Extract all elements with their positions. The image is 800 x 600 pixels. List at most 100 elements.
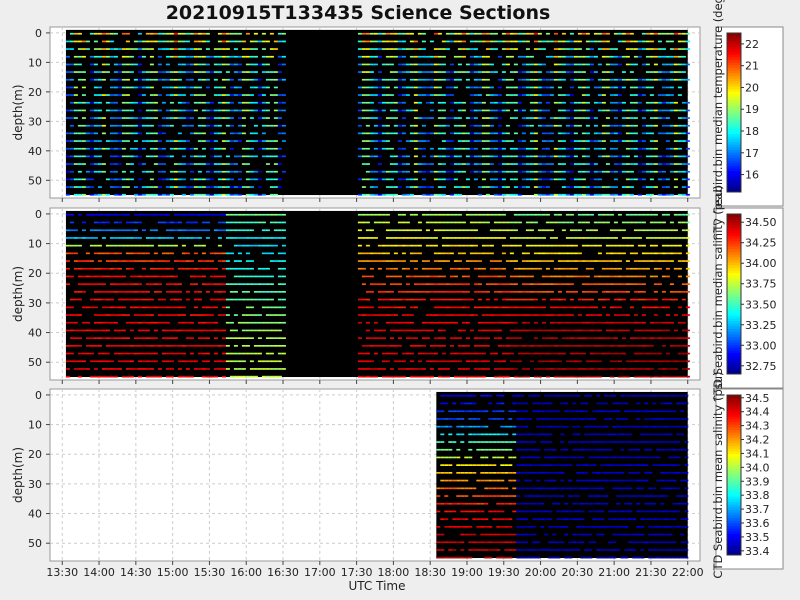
heatmap-cell: [141, 314, 146, 316]
heatmap-cell: [645, 63, 650, 66]
heatmap-cell: [357, 48, 362, 50]
heatmap-cell: [129, 117, 134, 119]
colorbar-swatch: [727, 75, 741, 79]
heatmap-cell: [641, 94, 646, 96]
heatmap-cell: [169, 186, 174, 188]
heatmap-cell: [253, 48, 258, 50]
heatmap-cell: [589, 267, 594, 270]
heatmap-cell: [669, 321, 674, 324]
heatmap-cell: [269, 124, 274, 127]
heatmap-cell: [117, 109, 122, 112]
heatmap-cell: [273, 375, 278, 378]
heatmap-cell: [485, 186, 490, 188]
heatmap-cell: [513, 291, 518, 293]
heatmap-cell: [165, 321, 170, 324]
heatmap-cell: [253, 237, 258, 239]
heatmap-cell: [433, 213, 438, 216]
heatmap-cell: [113, 345, 118, 347]
heatmap-cell: [265, 291, 270, 293]
heatmap-cell: [269, 78, 274, 81]
heatmap-cell: [617, 298, 622, 301]
heatmap-cell: [445, 368, 450, 370]
heatmap-cell: [125, 213, 130, 216]
heatmap-cell: [493, 298, 498, 301]
heatmap-cell: [73, 109, 78, 112]
heatmap-cell: [461, 275, 466, 278]
heatmap-cell: [537, 170, 542, 173]
heatmap-cell: [545, 314, 550, 316]
heatmap-cell: [549, 170, 554, 173]
heatmap-cell: [405, 63, 410, 66]
heatmap-cell: [677, 94, 682, 96]
heatmap-cell: [629, 109, 634, 112]
colorbar-swatch: [727, 54, 741, 58]
heatmap-cell: [277, 283, 282, 285]
heatmap-cell: [85, 267, 90, 270]
heatmap-cell: [577, 117, 582, 119]
heatmap-cell: [393, 155, 398, 158]
heatmap-cell: [665, 32, 670, 35]
heatmap-cell: [77, 71, 82, 73]
heatmap-cell: [269, 55, 274, 58]
heatmap-cell: [209, 193, 214, 196]
heatmap-cell: [93, 237, 98, 239]
heatmap-cell: [429, 155, 434, 158]
heatmap-cell: [489, 40, 494, 43]
heatmap-cell: [217, 40, 222, 43]
heatmap-cell: [561, 252, 566, 255]
heatmap-cell: [413, 244, 418, 247]
heatmap-cell: [569, 267, 574, 270]
heatmap-cell: [541, 170, 546, 173]
heatmap-cell: [197, 132, 202, 135]
heatmap-cell: [449, 221, 454, 224]
heatmap-cell: [97, 213, 102, 216]
heatmap-cell: [149, 360, 154, 363]
heatmap-cell: [441, 55, 446, 58]
heatmap-cell: [189, 221, 194, 224]
heatmap-cell: [449, 71, 454, 73]
heatmap-cell: [205, 314, 210, 316]
heatmap-cell: [537, 124, 542, 127]
heatmap-cell: [169, 40, 174, 43]
heatmap-cell: [433, 345, 438, 347]
heatmap-cell: [469, 124, 474, 127]
heatmap-cell: [617, 94, 622, 96]
heatmap-cell: [161, 178, 166, 181]
heatmap-cell: [529, 314, 534, 316]
heatmap-cell: [389, 329, 394, 332]
heatmap-cell: [393, 252, 398, 255]
heatmap-cell: [625, 78, 630, 81]
heatmap-cell: [533, 306, 538, 309]
heatmap-cell: [641, 298, 646, 301]
heatmap-cell: [653, 186, 658, 188]
heatmap-cell: [137, 109, 142, 112]
heatmap-cell: [509, 283, 514, 285]
heatmap-cell: [397, 321, 402, 324]
heatmap-cell: [597, 314, 602, 316]
heatmap-cell: [593, 86, 598, 89]
heatmap-cell: [385, 275, 390, 278]
heatmap-cell: [377, 32, 382, 35]
heatmap-cell: [589, 213, 594, 216]
heatmap-cell: [209, 117, 214, 119]
heatmap-cell: [269, 147, 274, 150]
heatmap-cell: [557, 321, 562, 324]
heatmap-cell: [537, 71, 542, 73]
heatmap-cell: [173, 170, 178, 173]
heatmap-cell: [409, 32, 414, 35]
heatmap-cell: [449, 163, 454, 165]
heatmap-cell: [505, 101, 510, 104]
heatmap-cell: [233, 337, 238, 339]
heatmap-cell: [77, 132, 82, 135]
heatmap-cell: [477, 375, 482, 378]
heatmap-cell: [277, 94, 282, 96]
heatmap-cell: [169, 101, 174, 104]
heatmap-cell: [481, 314, 486, 316]
heatmap-cell: [501, 178, 506, 181]
heatmap-cell: [201, 132, 206, 135]
heatmap-cell: [121, 352, 126, 355]
heatmap-cell: [425, 275, 430, 278]
heatmap-cell: [569, 132, 574, 135]
heatmap-cell: [245, 306, 250, 309]
heatmap-cell: [221, 368, 226, 370]
